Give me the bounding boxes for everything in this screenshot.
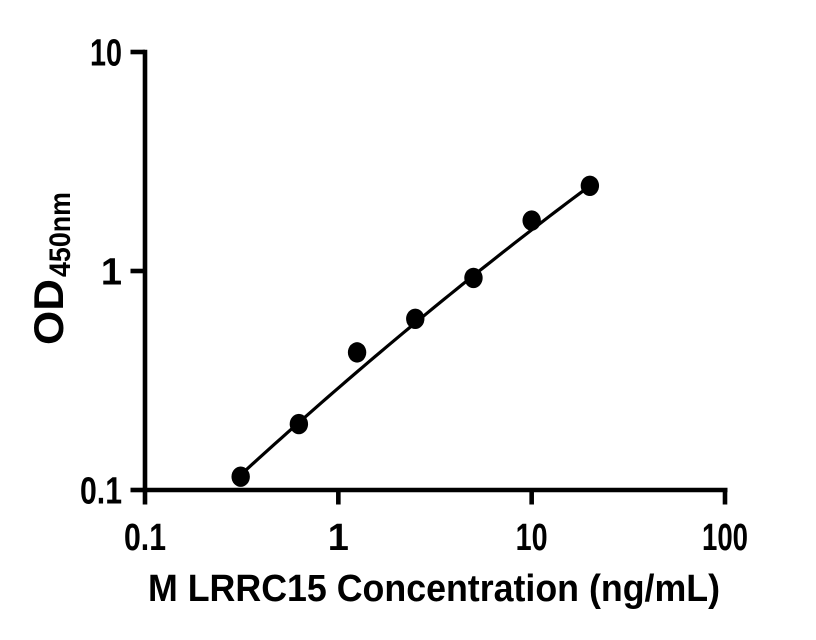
data-point-marker (231, 466, 250, 487)
x-tick-label: 0.1 (124, 517, 166, 559)
data-point-marker (347, 342, 367, 363)
x-tick-label: 1 (328, 517, 349, 559)
x-axis-title: M LRRC15 Concentration (ng/mL) (148, 568, 720, 610)
y-axis-title-main: OD (25, 279, 72, 345)
y-tick-label: 10 (90, 33, 122, 75)
y-axis-title-subscript: 450nm (44, 192, 77, 277)
data-point-marker (580, 175, 600, 196)
y-tick-label: 1 (101, 252, 122, 294)
x-tick-label: 100 (702, 517, 748, 559)
data-points-layer (231, 175, 600, 487)
y-tick-label: 0.1 (80, 471, 122, 513)
data-point-marker (464, 267, 483, 289)
axes-layer: 0.1 1 10 100 0.1 1 10 (80, 33, 748, 560)
data-point-marker (289, 413, 309, 435)
x-tick-label: 10 (516, 517, 548, 559)
data-point-marker (522, 210, 541, 231)
data-point-marker (406, 308, 425, 329)
